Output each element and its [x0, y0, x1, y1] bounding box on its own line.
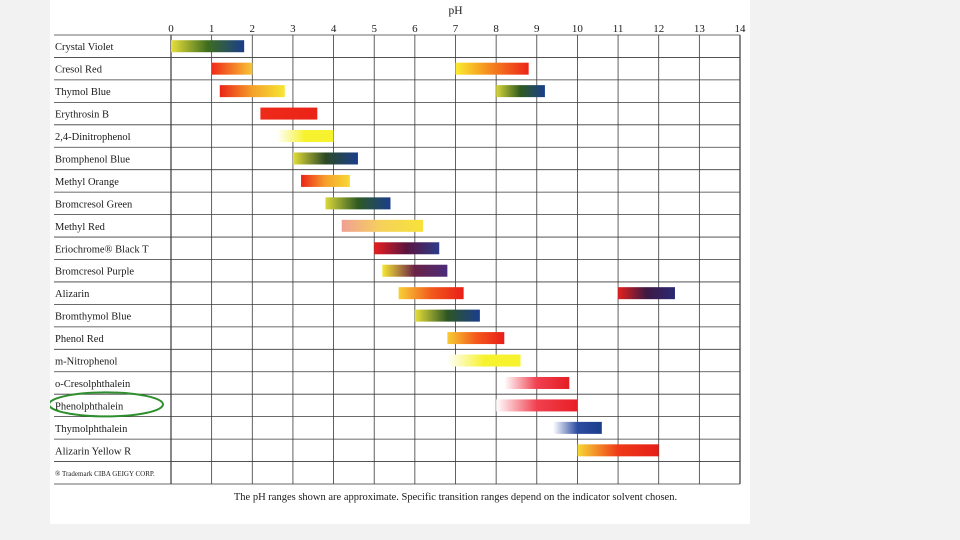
indicator-label: Alizarin Yellow R: [55, 446, 131, 457]
indicator-label: 2,4-Dinitrophenol: [55, 132, 131, 143]
indicator-label: Alizarin: [55, 289, 90, 300]
tick-label-3: 3: [290, 23, 296, 35]
indicator-row: Alizarin Yellow R: [55, 444, 659, 457]
tick-label-4: 4: [331, 23, 337, 35]
range-bar: [292, 152, 358, 165]
indicator-row: Bromphenol Blue: [55, 152, 358, 165]
tick-label-12: 12: [653, 23, 664, 35]
indicator-row: Eriochrome® Black T: [55, 242, 440, 255]
tick-label-1: 1: [209, 23, 215, 35]
range-bar: [414, 309, 480, 322]
range-bar: [577, 444, 659, 457]
indicator-label: Cresol Red: [55, 65, 103, 76]
footnote: ® Trademark CIBA GEIGY CORP.: [55, 470, 155, 478]
range-bar: [618, 287, 675, 300]
tick-label-8: 8: [493, 23, 499, 35]
indicator-label: Methyl Red: [55, 222, 106, 233]
tick-label-11: 11: [613, 23, 624, 35]
range-bar: [447, 354, 521, 367]
tick-label-14: 14: [735, 23, 747, 35]
range-bar: [219, 85, 285, 98]
indicator-label: Phenol Red: [55, 334, 104, 345]
indicator-row: Cresol Red: [55, 62, 529, 76]
tick-label-2: 2: [250, 23, 256, 35]
tick-label-9: 9: [534, 23, 540, 35]
range-bar: [341, 219, 423, 232]
range-bar: [301, 174, 350, 187]
indicator-row: 2,4-Dinitrophenol: [55, 130, 334, 143]
indicator-row: Bromcresol Green: [55, 197, 391, 210]
range-bar: [325, 197, 391, 210]
tick-label-5: 5: [371, 23, 377, 35]
indicator-label: Thymol Blue: [55, 87, 111, 98]
indicator-label: Bromcresol Green: [55, 199, 133, 210]
indicator-row: Thymol Blue: [55, 85, 545, 98]
indicator-label: Eriochrome® Black T: [55, 244, 149, 255]
indicator-row: Erythrosin B: [55, 107, 318, 121]
range-bar: [447, 332, 505, 345]
range-bar: [504, 376, 570, 389]
indicator-label: m-Nitrophenol: [55, 357, 117, 368]
indicator-label: o-Cresolphthalein: [55, 379, 131, 390]
range-bar: [276, 130, 334, 143]
range-bar: [211, 62, 253, 75]
axis-title: pH: [448, 5, 462, 17]
indicator-label: Thymolphthalein: [55, 424, 128, 435]
range-bar: [496, 399, 578, 412]
range-bar: [260, 107, 318, 120]
indicator-row: Alizarin: [55, 287, 675, 300]
caption: The pH ranges shown are approximate. Spe…: [234, 492, 677, 503]
indicator-row: Thymolphthalein: [55, 421, 602, 435]
grid: [54, 34, 741, 485]
range-bar: [553, 421, 602, 434]
tick-label-0: 0: [168, 23, 174, 35]
indicator-row: m-Nitrophenol: [55, 354, 521, 368]
indicator-row: Crystal Violet: [55, 40, 245, 53]
range-bar: [171, 40, 245, 53]
indicator-row: Methyl Orange: [55, 174, 350, 188]
range-bar: [374, 242, 440, 255]
indicator-label: Crystal Violet: [55, 42, 113, 53]
indicator-label: Erythrosin B: [55, 110, 109, 121]
highlight-circle: [50, 391, 164, 418]
indicator-row: Phenol Red: [55, 332, 505, 345]
indicator-label: Bromcresol Purple: [55, 267, 134, 278]
indicator-row: o-Cresolphthalein: [55, 376, 570, 390]
range-bar: [455, 62, 529, 75]
indicator-chart-figure: pH 0 1 2 3 4 5 6 7 8 9 10 11 12 13 14 Crystal Violet Cres…: [50, 0, 750, 524]
indicator-row: Phenolphthalein: [50, 391, 578, 418]
tick-label-10: 10: [572, 23, 584, 35]
tick-label-6: 6: [412, 23, 418, 35]
indicator-row: Methyl Red: [55, 219, 423, 233]
range-bar: [496, 85, 545, 98]
indicator-row: Bromcresol Purple: [55, 264, 448, 278]
tick-label-7: 7: [453, 23, 459, 35]
indicator-row: Bromthymol Blue: [55, 309, 480, 323]
indicator-label: Bromphenol Blue: [55, 154, 130, 165]
indicator-label: Phenolphthalein: [55, 401, 124, 412]
range-bar: [398, 287, 464, 300]
range-bar: [382, 264, 448, 277]
tick-label-13: 13: [694, 23, 706, 35]
indicator-label: Bromthymol Blue: [55, 312, 131, 323]
indicator-label: Methyl Orange: [55, 177, 119, 188]
